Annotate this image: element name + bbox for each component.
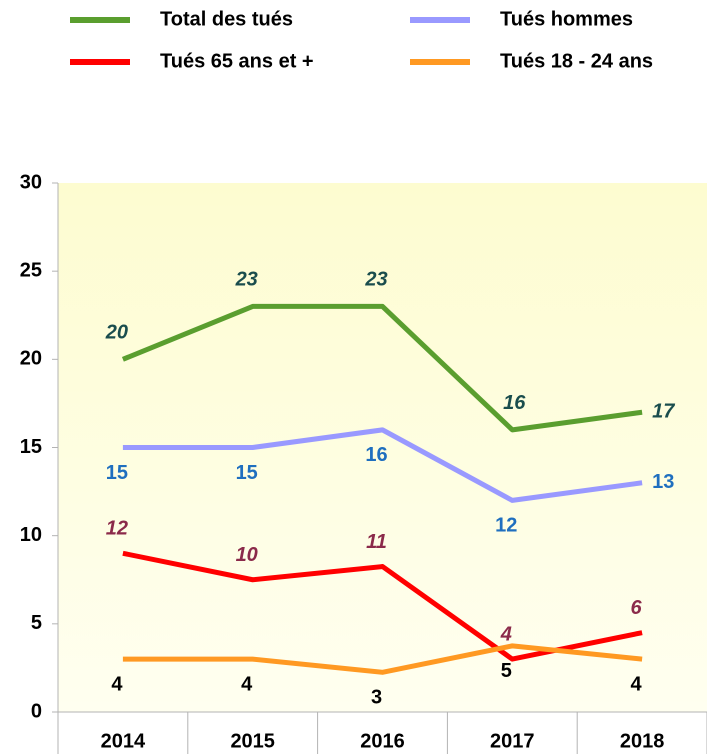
- y-tick-label: 15: [20, 436, 42, 458]
- data-label: 12: [106, 518, 128, 540]
- data-label: 20: [105, 322, 128, 344]
- y-tick-label: 10: [20, 524, 42, 546]
- data-label: 15: [236, 462, 258, 484]
- y-tick-label: 25: [20, 259, 42, 281]
- legend-label: Tués 65 ans et +: [160, 50, 314, 72]
- data-label: 10: [236, 544, 258, 566]
- y-tick-label: 30: [20, 171, 42, 193]
- x-tick-label: 2018: [620, 730, 665, 752]
- data-label: 12: [495, 515, 517, 537]
- series-line: [122, 643, 643, 675]
- data-label: 23: [364, 269, 387, 291]
- data-label: 13: [652, 471, 674, 493]
- data-label: 5: [501, 660, 512, 682]
- data-label: 4: [241, 673, 253, 695]
- data-label: 4: [631, 673, 643, 695]
- data-label: 15: [106, 462, 128, 484]
- y-tick-label: 0: [31, 700, 42, 722]
- x-tick-label: 2015: [230, 730, 275, 752]
- data-label: 16: [365, 444, 387, 466]
- legend-label: Total des tués: [160, 8, 293, 30]
- legend-label: Tués 18 - 24 ans: [500, 50, 653, 72]
- data-label: 6: [631, 597, 643, 619]
- data-label: 16: [503, 392, 526, 414]
- data-label: 3: [371, 687, 382, 709]
- y-tick-label: 5: [31, 612, 42, 634]
- legend-label: Tués hommes: [500, 8, 633, 30]
- series-line: [121, 303, 643, 433]
- x-tick-label: 2014: [101, 730, 146, 752]
- y-tick-label: 20: [20, 348, 42, 370]
- data-label: 4: [111, 673, 123, 695]
- data-label: 4: [500, 623, 512, 645]
- series-line: [122, 427, 643, 503]
- data-label: 23: [235, 269, 258, 291]
- x-tick-label: 2016: [360, 730, 405, 752]
- x-tick-label: 2017: [490, 730, 535, 752]
- data-label: 17: [652, 401, 675, 423]
- data-label: 11: [366, 531, 387, 553]
